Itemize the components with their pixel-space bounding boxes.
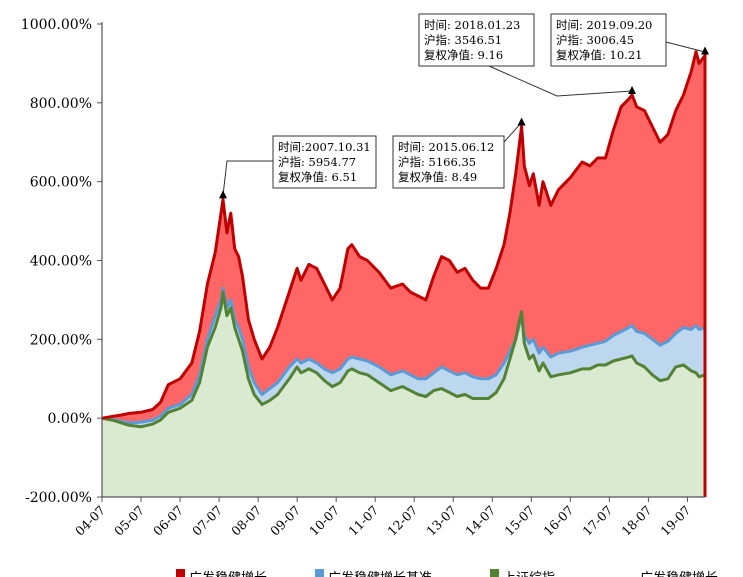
x-tick-label: 19-07 <box>657 502 693 538</box>
legend-swatch <box>490 569 499 577</box>
callout-box <box>550 13 667 67</box>
x-tick-label: 18-07 <box>618 502 654 538</box>
legend-swatch <box>315 569 324 577</box>
x-tick-label: 04-07 <box>72 502 108 538</box>
x-tick-label: 17-07 <box>579 502 615 538</box>
callout-leader <box>665 41 704 53</box>
peak-marker <box>701 46 709 55</box>
series-fill-index <box>102 292 705 497</box>
axes <box>97 22 705 502</box>
x-tick-label: 14-07 <box>462 502 498 538</box>
peak-marker <box>628 85 637 94</box>
y-tick-labels: -200.00% 0.00% 200.00% 400.00% 600.00% 800.00… <box>21 17 92 506</box>
callout-line: 复权净值: 8.49 <box>398 170 477 184</box>
callout-leader <box>488 65 633 97</box>
legend-swatch <box>176 569 185 577</box>
callout-line: 时间: 2015.06.12 <box>398 140 494 154</box>
x-tick-label: 07-07 <box>189 502 225 538</box>
x-tick-label: 05-07 <box>111 502 147 538</box>
x-tick-label: 15-07 <box>501 502 537 538</box>
series-line-benchmark <box>101 286 707 497</box>
callout-line: 复权净值: 9.16 <box>424 48 503 62</box>
watermark: 广发稳健增长 <box>640 570 718 577</box>
callout-line: 沪指: 3006.45 <box>556 33 634 47</box>
callout-line: 沪指: 5954.77 <box>278 155 356 169</box>
callout-box <box>418 13 535 67</box>
series-line-fund <box>101 50 707 497</box>
series-line-index <box>101 290 707 497</box>
legend-label: 广发稳健增长基准 <box>328 570 432 577</box>
x-tick-label: 09-07 <box>267 502 303 538</box>
y-tick-label: 200.00% <box>30 332 92 348</box>
y-tick-label: 0.00% <box>48 411 92 427</box>
legend-item: 广发稳健增长基准 <box>315 569 432 577</box>
legend-label: 上证综指 <box>503 571 555 577</box>
y-tick-label: 600.00% <box>30 175 92 191</box>
callout-line: 沪指: 5166.35 <box>398 155 476 169</box>
x-tick-label: 06-07 <box>150 502 186 538</box>
legend-item: 广发稳健增长 <box>176 569 267 577</box>
callout-box <box>392 135 505 189</box>
legend: 广发稳健增长 广发稳健增长基准 上证综指 广发稳健增长 <box>176 569 718 577</box>
legend-label: 广发稳健增长 <box>189 570 267 577</box>
callout-line: 复权净值: 10.21 <box>556 48 642 62</box>
x-tick-label: 10-07 <box>306 502 342 538</box>
plot-fills <box>102 51 705 497</box>
y-tick-label: -200.00% <box>25 490 92 506</box>
callout-line: 复权净值: 6.51 <box>278 170 357 184</box>
callout-line: 沪指: 3546.51 <box>424 33 502 47</box>
peak-marker <box>218 190 227 199</box>
callout-box <box>272 135 377 189</box>
x-tick-label: 16-07 <box>540 502 576 538</box>
callout-line: 时间:2007.10.31 <box>278 140 371 154</box>
y-tick-label: 800.00% <box>30 96 92 112</box>
y-tick-label: 400.00% <box>30 254 92 270</box>
legend-item: 上证综指 <box>490 569 555 577</box>
plot-lines <box>101 50 707 497</box>
y-tick-label: 1000.00% <box>21 17 92 33</box>
x-tick-label: 08-07 <box>228 502 264 538</box>
x-tick-label: 13-07 <box>423 502 459 538</box>
x-tick-label: 11-07 <box>345 502 381 538</box>
x-tick-labels: 04-07 05-07 06-07 07-07 08-07 09-07 10-07 11-07… <box>72 502 694 538</box>
callout-line: 时间: 2018.01.23 <box>424 18 520 32</box>
x-tick-label: 12-07 <box>384 502 420 538</box>
callout-line: 时间: 2019.09.20 <box>556 18 652 32</box>
callout-leader <box>222 160 273 196</box>
peak-marker <box>517 117 526 126</box>
